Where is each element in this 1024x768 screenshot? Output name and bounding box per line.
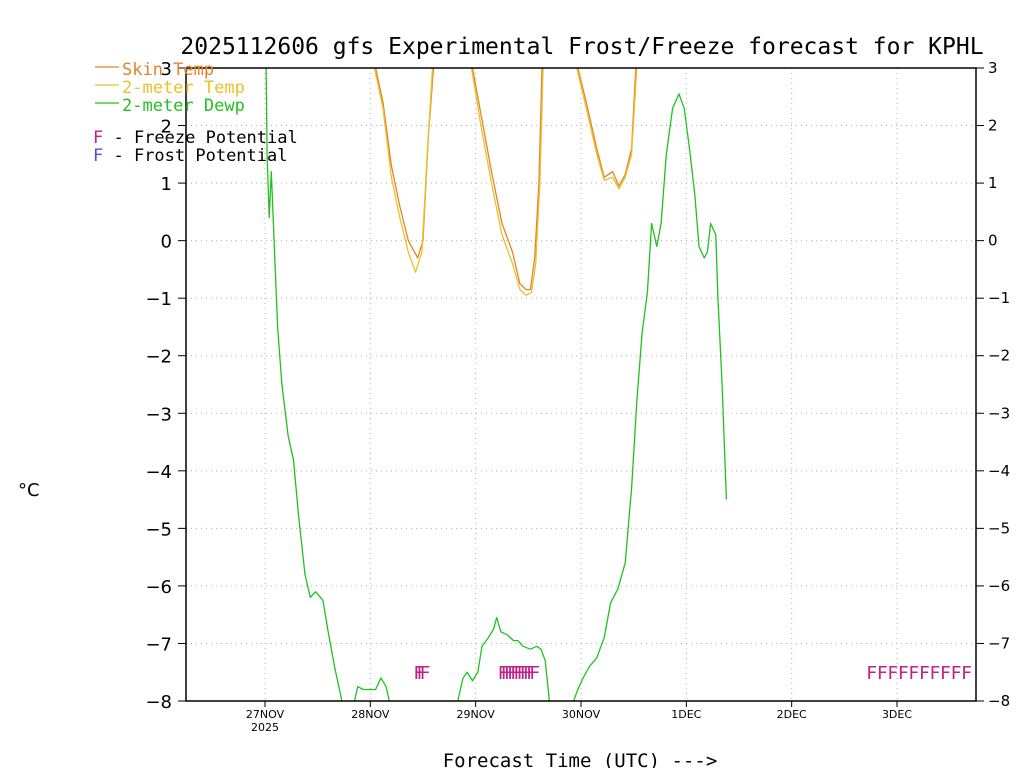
freeze-marker: F xyxy=(517,663,528,684)
series-skin-temp-seg-1 xyxy=(471,67,543,291)
ytick-left-label: 2 xyxy=(161,117,172,138)
grid-lines xyxy=(186,68,976,701)
freeze-marker: F xyxy=(877,663,888,684)
chart-title: 2025112606 gfs Experimental Frost/Freeze… xyxy=(180,34,983,60)
legend-label-2m-dewp: 2-meter Dewp xyxy=(122,96,245,116)
freeze-potential-label: - Freeze Potential xyxy=(103,128,297,148)
ytick-right-label: 3 xyxy=(988,59,998,77)
ytick-right-label: 0 xyxy=(988,232,998,250)
series-2-meter-temp-seg-1 xyxy=(470,67,544,296)
freeze-marker: F xyxy=(898,663,909,684)
ytick-left-label: −1 xyxy=(145,289,172,310)
series-2-meter-dewp-seg-2 xyxy=(457,616,551,702)
xtick-label: 28NOV xyxy=(351,708,390,721)
freeze-marker: F xyxy=(523,663,534,684)
freeze-symbol: F xyxy=(93,128,103,148)
ytick-left-label: −4 xyxy=(145,462,172,483)
ytick-right-label: −5 xyxy=(988,519,1010,537)
ytick-right-label: 2 xyxy=(988,117,998,135)
freeze-marker: F xyxy=(417,663,428,684)
xtick-label: 27NOV xyxy=(246,708,285,721)
freeze-marker: F xyxy=(951,663,962,684)
ytick-left-label: 0 xyxy=(161,232,172,253)
freeze-marker: F xyxy=(513,663,524,684)
series-skin-temp-seg-0 xyxy=(374,67,435,259)
plot-frame xyxy=(185,67,977,702)
freeze-marker: F xyxy=(529,663,540,684)
y-axis-right: 3 2 1 0 −1 −2 −3 −4 −5 −6 −7 −8 xyxy=(976,59,1010,710)
freeze-marker: F xyxy=(887,663,898,684)
y-axis-left: 3 2 1 0 −1 −2 −3 −4 −5 −6 −7 −8 xyxy=(145,59,186,713)
xtick-label: 2DEC xyxy=(777,708,807,721)
series-2-meter-dewp-seg-0 xyxy=(265,67,343,702)
freeze-marker: F xyxy=(498,663,509,684)
ytick-right-label: −1 xyxy=(988,289,1010,307)
series-2-meter-dewp-seg-3 xyxy=(572,93,728,702)
freeze-marker: F xyxy=(908,663,919,684)
freeze-marker: F xyxy=(526,663,537,684)
ytick-right-label: −3 xyxy=(988,404,1010,422)
legend-freeze-potential: F - Freeze Potential xyxy=(93,128,298,148)
legend-frost-potential: F - Frost Potential xyxy=(93,146,287,166)
freeze-marker: F xyxy=(866,663,877,684)
ytick-left-label: −8 xyxy=(145,692,172,713)
ytick-right-label: −6 xyxy=(988,577,1010,595)
ytick-right-label: 1 xyxy=(988,174,998,192)
legend: Skin Temp 2-meter Temp 2-meter Dewp F - … xyxy=(93,60,298,166)
ytick-left-label: −5 xyxy=(145,519,172,540)
legend-item-2m-dewp: 2-meter Dewp xyxy=(95,96,245,116)
xtick-label: 1DEC xyxy=(671,708,701,721)
freeze-marker: F xyxy=(501,663,512,684)
ytick-right-label: −7 xyxy=(988,634,1010,652)
freeze-marker: F xyxy=(520,663,531,684)
series-skin-temp-seg-2 xyxy=(577,67,637,187)
legend-label-skin-temp: Skin Temp xyxy=(122,60,214,80)
ytick-right-label: −8 xyxy=(988,692,1010,710)
xtick-sublabel: 2025 xyxy=(251,721,279,734)
ytick-left-label: 3 xyxy=(161,59,172,80)
y-axis-unit-label: °C xyxy=(18,480,40,501)
ytick-right-label: −2 xyxy=(988,347,1010,365)
x-axis-label: Forecast Time (UTC) ---> xyxy=(443,750,718,768)
freeze-marker: F xyxy=(420,663,431,684)
frost-symbol: F xyxy=(93,146,103,166)
freeze-marker: F xyxy=(961,663,972,684)
xtick-label: 30NOV xyxy=(562,708,601,721)
ytick-left-label: 1 xyxy=(161,174,172,195)
ytick-left-label: −2 xyxy=(145,347,172,368)
freeze-marker: F xyxy=(510,663,521,684)
freeze-marker: F xyxy=(507,663,518,684)
series-2-meter-temp-seg-0 xyxy=(373,67,434,273)
freeze-marker: F xyxy=(919,663,930,684)
ytick-left-label: −3 xyxy=(145,404,172,425)
xtick-label: 29NOV xyxy=(457,708,496,721)
ytick-right-label: −4 xyxy=(988,462,1010,480)
freeze-marker: F xyxy=(413,663,424,684)
ytick-left-label: −6 xyxy=(145,577,172,598)
legend-item-skin-temp: Skin Temp xyxy=(95,60,214,80)
frost-potential-label: - Frost Potential xyxy=(103,146,287,166)
series-lines xyxy=(265,67,728,702)
freeze-marker: F xyxy=(504,663,515,684)
ytick-left-label: −7 xyxy=(145,634,172,655)
series-2-meter-dewp-seg-1 xyxy=(353,677,390,702)
freeze-marker: F xyxy=(940,663,951,684)
xtick-label: 3DEC xyxy=(882,708,912,721)
legend-item-2m-temp: 2-meter Temp xyxy=(95,78,245,98)
freeze-marker: F xyxy=(929,663,940,684)
series-2-meter-temp-seg-2 xyxy=(576,67,638,190)
legend-label-2m-temp: 2-meter Temp xyxy=(122,78,245,98)
